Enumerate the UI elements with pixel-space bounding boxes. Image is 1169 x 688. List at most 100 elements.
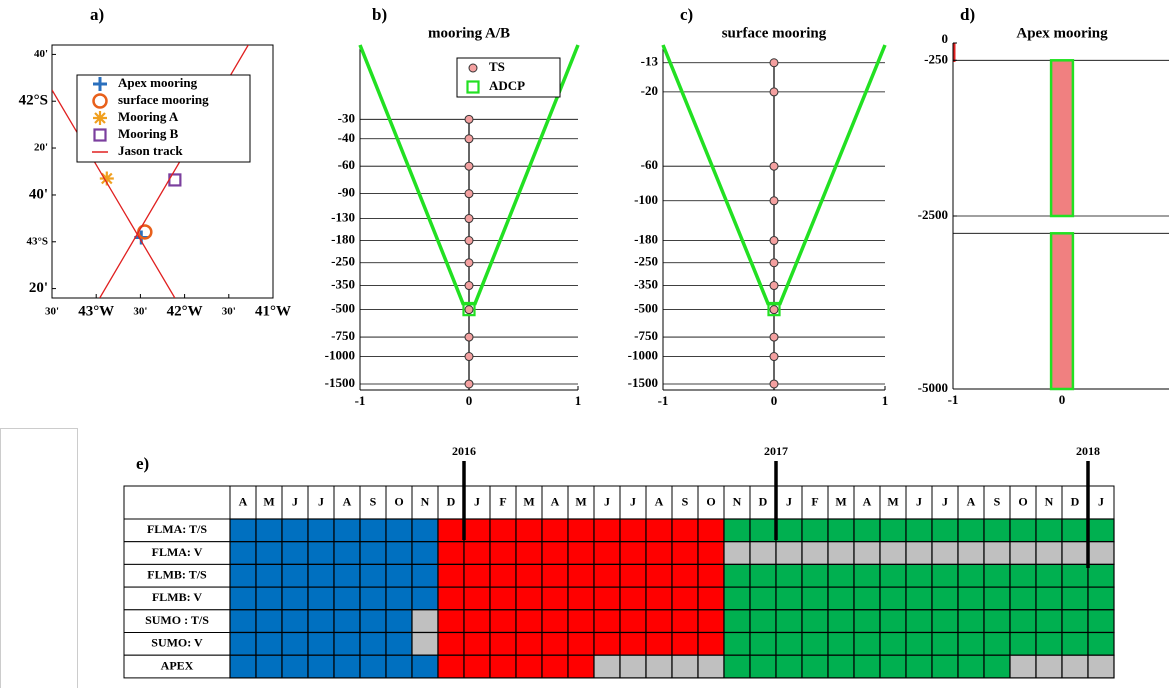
status-cell	[411, 609, 439, 634]
status-cell	[1035, 518, 1063, 543]
status-cell	[775, 609, 803, 634]
ts-sensor	[769, 258, 779, 268]
status-cell	[567, 609, 595, 634]
status-cell	[697, 541, 725, 566]
status-cell	[333, 631, 361, 656]
status-cell	[229, 518, 257, 543]
month-label: D	[1071, 494, 1080, 508]
status-cell	[463, 586, 491, 611]
status-cell	[437, 586, 465, 611]
status-cell	[671, 518, 699, 543]
status-cell	[879, 654, 907, 679]
month-label: N	[421, 494, 430, 508]
status-cell	[801, 541, 829, 566]
month-label: F	[499, 494, 506, 508]
y-tick-label: -60	[641, 157, 658, 172]
ts-sensor	[769, 352, 779, 362]
status-cell	[1061, 631, 1089, 656]
y-tick-label: -750	[331, 328, 355, 343]
status-cell	[723, 609, 751, 634]
status-cell	[671, 541, 699, 566]
status-cell	[411, 563, 439, 588]
status-cell	[931, 654, 959, 679]
row-label: APEX	[161, 658, 194, 672]
status-cell	[281, 563, 309, 588]
y-tick-label: 42°S	[19, 93, 48, 109]
status-cell	[1009, 541, 1037, 566]
month-label: J	[630, 494, 636, 508]
row-label: FLMA: T/S	[147, 522, 207, 536]
y-tick-label: -500	[634, 301, 658, 316]
status-cell	[463, 518, 491, 543]
status-cell	[801, 586, 829, 611]
status-cell	[619, 654, 647, 679]
year-label: 2018	[1076, 444, 1100, 458]
status-cell	[307, 609, 335, 634]
status-cell	[931, 541, 959, 566]
status-cell	[437, 563, 465, 588]
status-cell	[983, 631, 1011, 656]
status-cell	[541, 609, 569, 634]
status-cell	[515, 609, 543, 634]
y-tick-label: -130	[331, 210, 355, 225]
ts-sensor	[464, 305, 474, 315]
status-cell	[905, 563, 933, 588]
status-cell	[853, 609, 881, 634]
status-cell	[879, 563, 907, 588]
y-tick-label: -1000	[325, 348, 355, 363]
marker-square	[466, 80, 480, 94]
status-cell	[281, 609, 309, 634]
x-tick-label: 41°W	[255, 303, 291, 319]
x-tick-label: 0	[771, 393, 778, 408]
legend-label: surface mooring	[118, 92, 209, 107]
ts-sensor	[464, 352, 474, 362]
status-cell	[801, 631, 829, 656]
status-cell	[593, 586, 621, 611]
status-cell	[515, 541, 543, 566]
row-label: FLMA: V	[152, 545, 203, 559]
month-label: O	[706, 494, 715, 508]
status-cell	[385, 609, 413, 634]
status-cell	[801, 654, 829, 679]
y-tick-label: -180	[331, 232, 355, 247]
month-label: M	[263, 494, 274, 508]
status-cell	[1061, 609, 1089, 634]
status-cell	[437, 631, 465, 656]
status-cell	[827, 586, 855, 611]
status-cell	[931, 609, 959, 634]
status-cell	[1009, 609, 1037, 634]
status-cell	[723, 586, 751, 611]
panel-title: Apex mooring	[1016, 25, 1108, 41]
legend-label: Apex mooring	[118, 75, 198, 90]
x-tick-label: 43°W	[78, 303, 114, 319]
status-cell	[489, 654, 517, 679]
ts-sensor	[769, 332, 779, 342]
status-cell	[229, 586, 257, 611]
status-cell	[515, 631, 543, 656]
x-tick-label: 30'	[45, 306, 59, 318]
status-cell	[489, 631, 517, 656]
status-cell	[541, 563, 569, 588]
status-cell	[359, 609, 387, 634]
ts-sensor	[464, 114, 474, 124]
row-label: SUMO : T/S	[145, 613, 209, 627]
status-cell	[567, 518, 595, 543]
y-tick-label: 40'	[34, 48, 48, 60]
status-cell	[437, 654, 465, 679]
status-cell	[905, 518, 933, 543]
panel-title: surface mooring	[722, 25, 827, 41]
month-label: N	[733, 494, 742, 508]
status-cell	[255, 609, 283, 634]
status-cell	[671, 609, 699, 634]
x-tick-label: 1	[882, 393, 889, 408]
status-cell	[567, 541, 595, 566]
y-tick-label: 0	[942, 31, 949, 46]
status-cell	[541, 518, 569, 543]
status-cell	[645, 609, 673, 634]
status-cell	[1009, 654, 1037, 679]
status-cell	[931, 518, 959, 543]
status-cell	[957, 609, 985, 634]
status-cell	[749, 654, 777, 679]
status-cell	[905, 631, 933, 656]
status-cell	[359, 586, 387, 611]
